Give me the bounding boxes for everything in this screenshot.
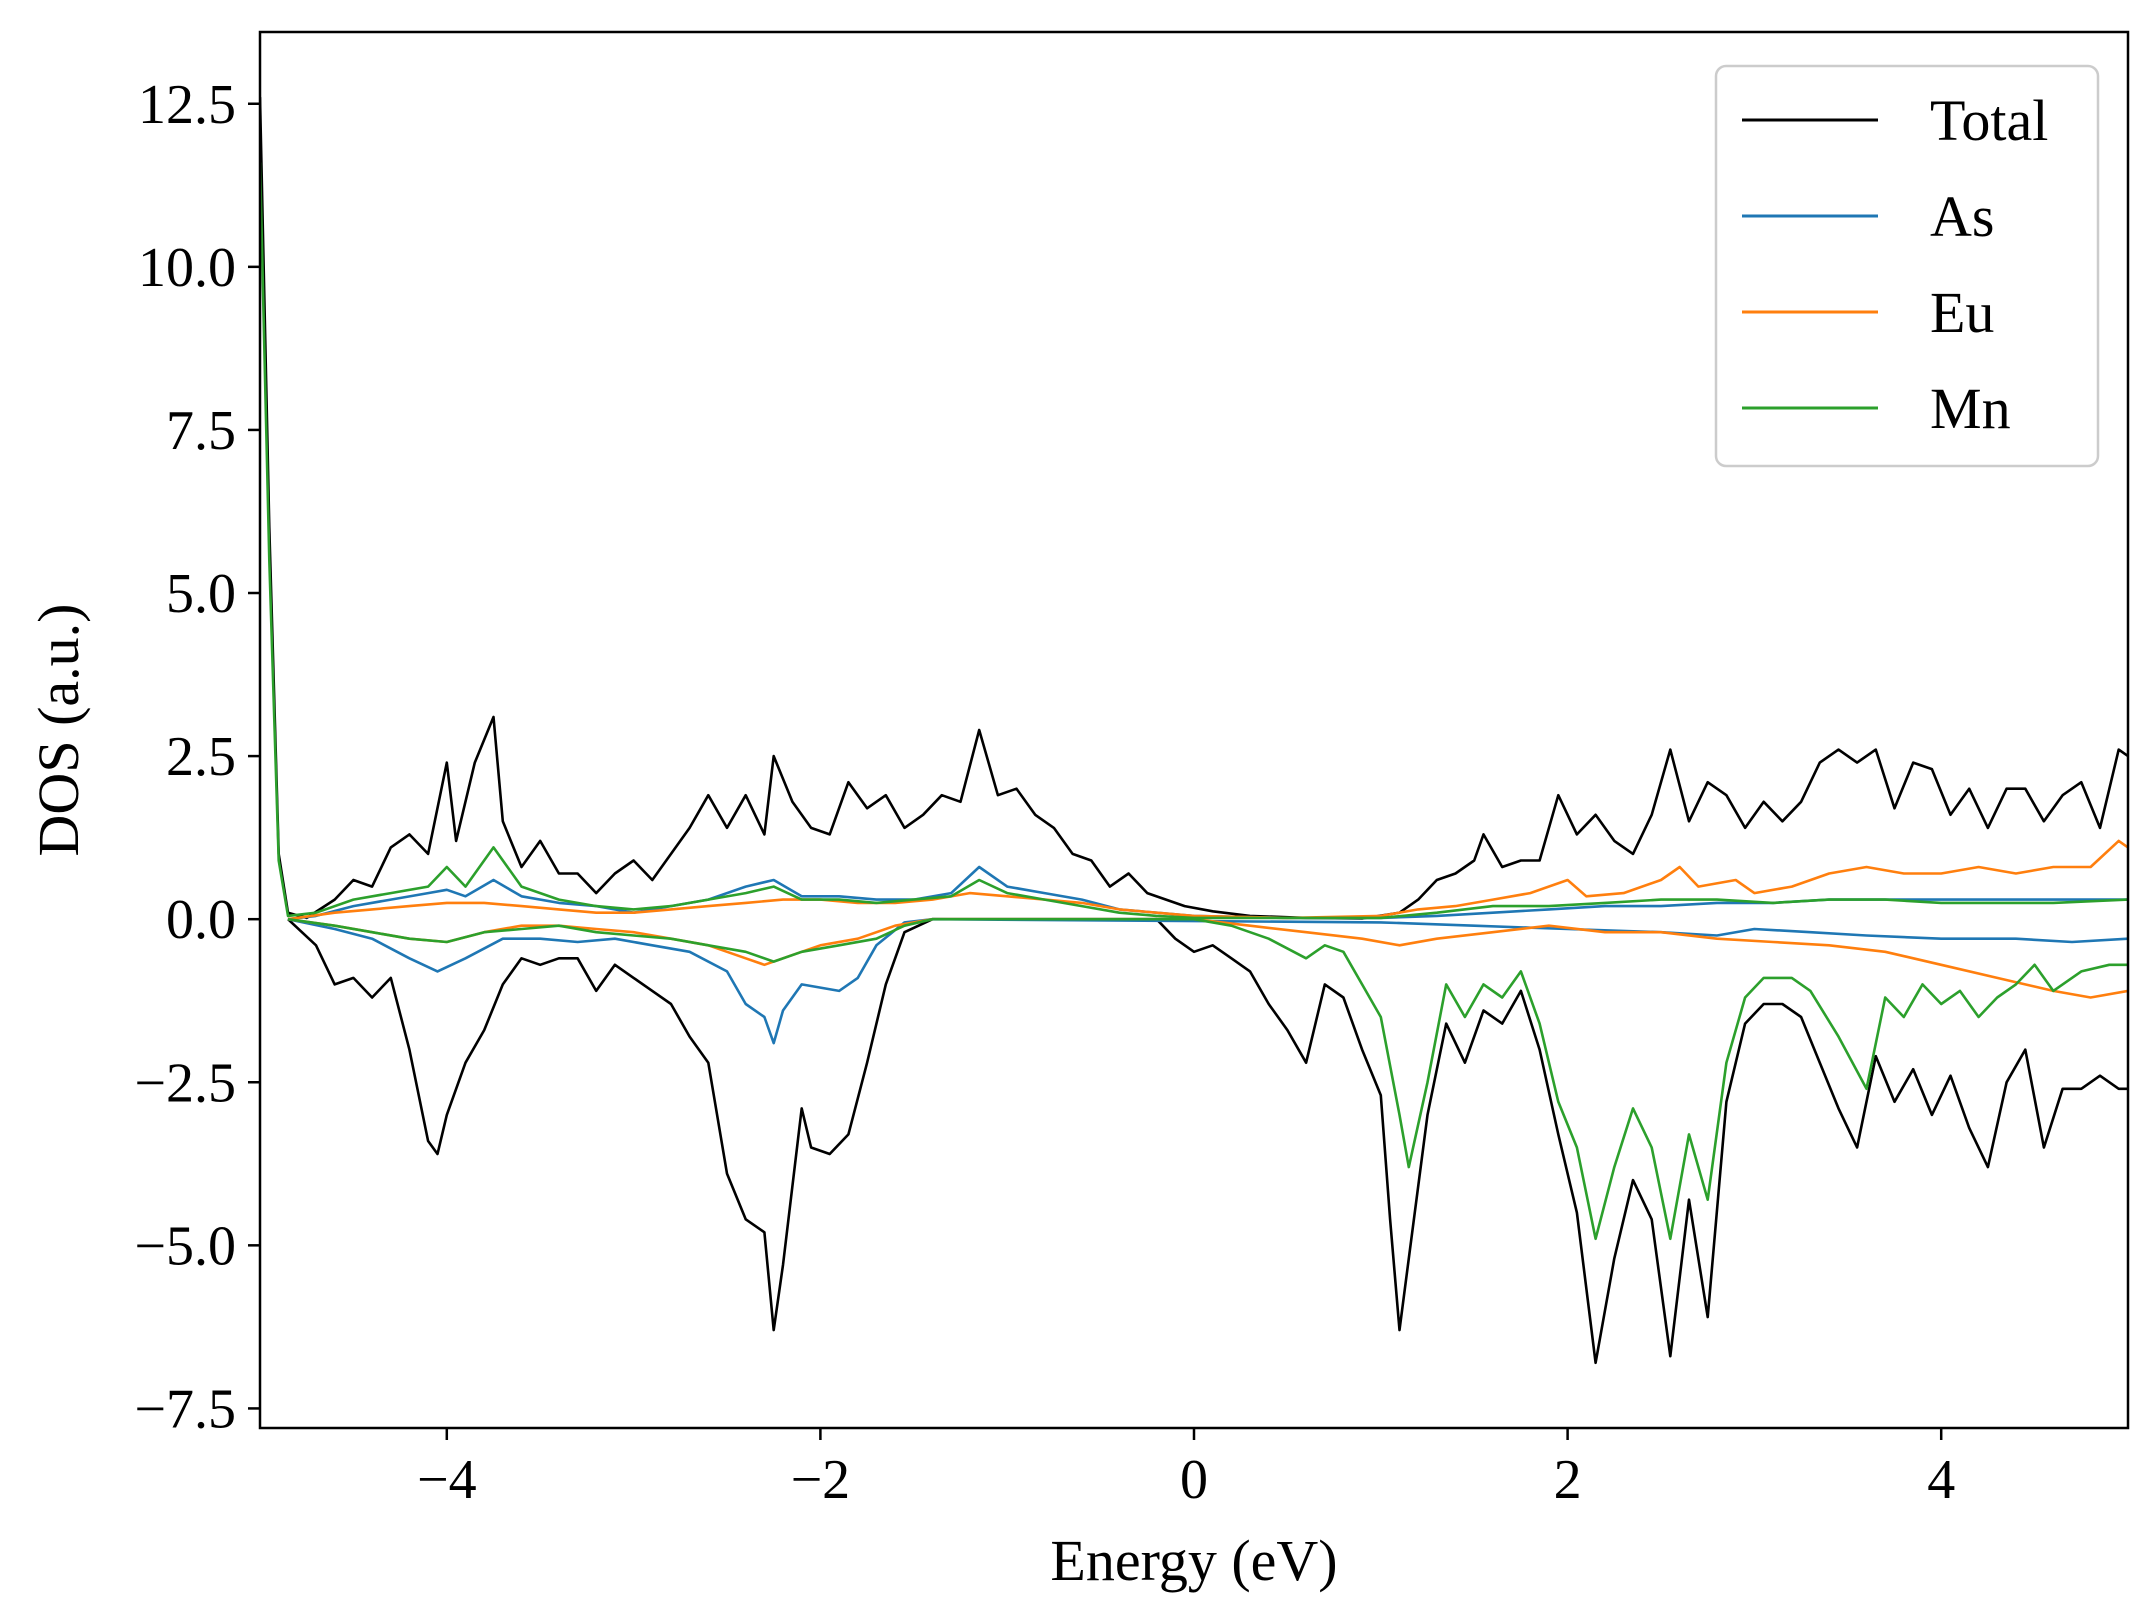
legend-label-total: Total <box>1930 88 2048 153</box>
x-tick-label: −4 <box>417 1449 477 1511</box>
series-line-mn-spin-down <box>287 917 2128 1241</box>
y-tick-label: 12.5 <box>138 74 236 136</box>
x-axis-label: Energy (eV) <box>1050 1528 1337 1593</box>
x-tick-label: −2 <box>791 1449 851 1511</box>
y-tick-label: 7.5 <box>166 400 236 462</box>
series-lines <box>260 97 2128 1365</box>
series-line-total-spin-up <box>260 97 2128 920</box>
x-tick-label: 0 <box>1180 1449 1208 1511</box>
y-tick-label: −7.5 <box>134 1378 236 1440</box>
y-axis-label: DOS (a.u.) <box>26 604 91 857</box>
y-tick-label: 2.5 <box>166 726 236 788</box>
legend-label-as: As <box>1930 184 1994 249</box>
x-tick-label: 2 <box>1554 1449 1582 1511</box>
tick-layer: −4 −2 0 2 4 −7.5 −5.0 −2.5 0.0 2.5 5.0 7.5 10.0 12.5 <box>134 74 1955 1511</box>
legend: Total As Eu Mn <box>1714 64 2100 468</box>
y-tick-label: 10.0 <box>138 237 236 299</box>
y-tick-label: 5.0 <box>166 563 236 625</box>
legend-box <box>1714 64 2100 468</box>
series-line-mn-spin-up <box>260 162 2128 920</box>
series-line-total-spin-down <box>287 917 2128 1365</box>
y-tick-label: −2.5 <box>134 1052 236 1114</box>
series-line-as-spin-up <box>287 865 2128 921</box>
series-line-as-spin-down <box>287 917 2128 1045</box>
y-tick-label: 0.0 <box>166 889 236 951</box>
legend-label-eu: Eu <box>1930 280 1994 345</box>
x-tick-label: 4 <box>1927 1449 1955 1511</box>
plot-area <box>260 97 2128 1365</box>
legend-label-mn: Mn <box>1930 376 2011 441</box>
y-tick-label: −5.0 <box>134 1215 236 1277</box>
